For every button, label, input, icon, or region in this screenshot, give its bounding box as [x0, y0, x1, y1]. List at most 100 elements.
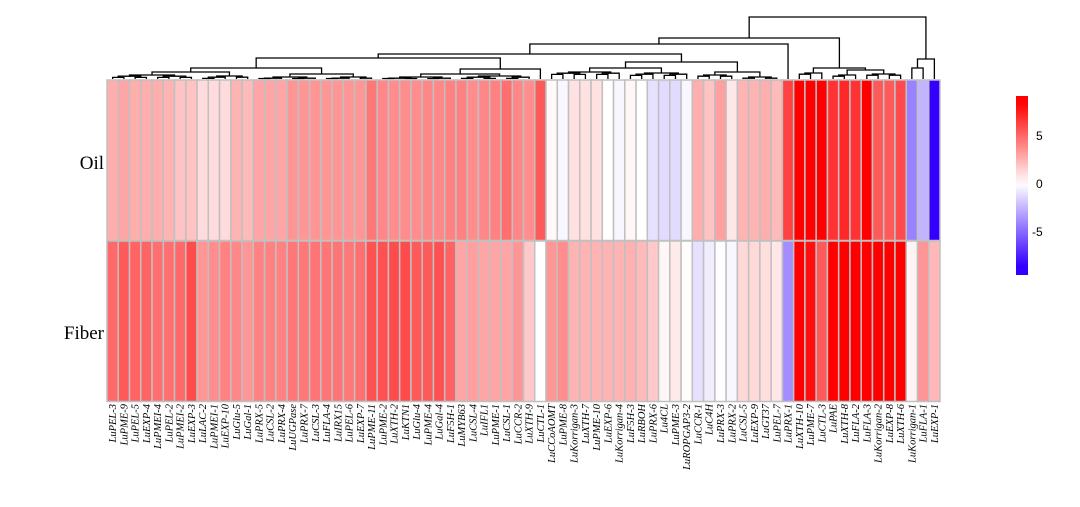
heatmap-cell-oil-LuXTH-7 [579, 79, 592, 242]
column-label: LuPME-8 [558, 403, 569, 446]
heatmap-cell-fiber-Lu4CL [657, 240, 671, 403]
heatmap-cell-oil-LuPRX-4 [275, 79, 288, 242]
dendrogram-branch [179, 76, 193, 79]
heatmap-cell-oil-LuC4H [702, 79, 716, 242]
color-legend: 5 0 -5 [1016, 96, 1043, 275]
heatmap-cell-fiber-LuCCoAOMT [545, 240, 559, 403]
heatmap-cell-fiber-LuPRX-1 [781, 240, 795, 403]
heatmap-cell-oil-LuKTN1 [398, 79, 412, 242]
column-label: LuPAE [829, 403, 840, 434]
heatmap-cell-fiber-LuPME-7 [804, 240, 817, 403]
heatmap-cell-fiber-LuCCR-2 [511, 240, 525, 403]
column-labels: LuPEL-3 LuPME-9 LuPEL-5 LuEXP-4 LuPMEI-4 LuPE… [108, 403, 941, 471]
legend-tick: -5 [1032, 225, 1043, 239]
heatmap-cell-oil-LuXTH-9 [522, 79, 536, 242]
heatmap-cell-fiber-LuPRX-6 [646, 240, 660, 403]
heatmap-cell-oil-LuKorrigan-1 [905, 79, 919, 242]
column-label: LuGT37 [761, 403, 772, 440]
dendrogram-branch [505, 77, 519, 80]
heatmap-cell-oil-LuCSL-1 [500, 79, 513, 242]
heatmap-cell-oil-LuKorrigan-4 [612, 79, 626, 242]
heatmap-cell-fiber-LuKTN1 [398, 240, 412, 403]
heatmap-cell-oil-LuCTL-3 [815, 79, 829, 242]
heatmap-cell-fiber-LuKorrigan-4 [612, 240, 626, 403]
column-label: LuPME-4 [423, 403, 434, 446]
heatmap-cell-oil-LuPRX-1 [781, 79, 795, 242]
heatmap-cell-oil-LuKorrigan-2 [871, 79, 885, 242]
heatmap-cell-fiber-LuXTH-2 [387, 240, 401, 403]
heatmap-cell-oil-LuCSL-3 [308, 79, 322, 242]
dendrogram-branch [111, 76, 125, 79]
row-label-oil: Oil [80, 153, 104, 174]
heatmap-cell-fiber-LuCSL-1 [500, 240, 513, 403]
heatmap-cell-fiber-LuPMEI-1 [207, 240, 221, 403]
dendrogram-branch [719, 75, 733, 79]
column-label: LuFLA-4 [322, 403, 333, 443]
heatmap-cell-fiber-LuPMEI-4 [151, 240, 165, 403]
heatmap-cell-fiber-LuLAC-2 [196, 240, 210, 403]
column-label: LuPME-9 [119, 403, 130, 446]
heatmap-cell-fiber-LuCSL-2 [263, 240, 277, 403]
dendrogram-branch [748, 16, 927, 59]
heatmap-cell-oil-LuIRX15 [331, 79, 345, 242]
heatmap-cell-fiber-LuPRX-3 [714, 240, 727, 403]
column-label: LuEXP-8 [885, 403, 896, 444]
dendrogram-branch [663, 74, 677, 79]
column-label: LuEXP-7 [356, 403, 367, 444]
column-label: LuXTH-10 [795, 403, 806, 450]
column-label: LuPME-10 [592, 403, 603, 451]
heatmap-cell-fiber-LuPRX-2 [725, 240, 739, 403]
heatmap-cell-oil-LuPMEI-2 [173, 79, 187, 242]
heatmap-cell-oil-LuPRX-2 [725, 79, 739, 242]
dendrogram-branch [134, 76, 148, 79]
heatmap-cell-oil-LuPRX-6 [646, 79, 660, 242]
dendrogram-branch [832, 75, 845, 79]
column-label: LuPRX-2 [727, 403, 738, 444]
heatmap-cell-fiber-LuEXP-9 [747, 240, 761, 403]
heatmap-cell-fiber-LuGal-4 [432, 240, 446, 403]
heatmap-cells [106, 79, 941, 403]
heatmap-cell-oil-LuGlu-4 [410, 79, 423, 242]
dendrogram-branch [764, 77, 778, 79]
heatmap-cell-oil-LuGal-4 [432, 79, 446, 242]
dendrogram-branch [624, 61, 739, 72]
heatmap-cell-fiber-LuPEL-6 [342, 240, 356, 403]
heatmap-cell-fiber-LuCSL-4 [466, 240, 480, 403]
column-label: LuFLA-1 [919, 404, 930, 444]
heatmap-cell-oil-LuCCR-2 [511, 79, 525, 242]
heatmap-cell-fiber-LuRBOH [635, 240, 649, 403]
heatmap-cell-oil-LuPMEI-4 [151, 79, 165, 242]
dendrogram-branch [888, 74, 902, 79]
column-label: LuPRX-5 [254, 404, 265, 444]
legend-tick: 5 [1036, 129, 1043, 143]
heatmap-cell-oil-LuEXP-4 [140, 79, 153, 242]
heatmap-cell-oil-LuPME-9 [117, 79, 131, 242]
heatmap-cell-fiber-LuEXP-6 [601, 240, 615, 403]
heatmap-cell-oil-LuPRX-5 [252, 79, 266, 242]
heatmap-cell-oil-LuEXP-10 [218, 79, 232, 242]
heatmap-cell-oil-LuPEL-7 [770, 79, 784, 242]
column-label: LuEXP-10 [221, 403, 232, 449]
dendrogram-branch [202, 77, 215, 80]
heatmap-cell-fiber-LuUGPase [286, 240, 300, 403]
dendrogram-branch [629, 74, 643, 79]
heatmap-cell-oil-LuPMEI-1 [207, 79, 221, 242]
heatmap-cell-oil-LuUGPase [286, 79, 300, 242]
heatmap-cell-oil-LuPME-4 [421, 79, 435, 242]
heatmap-cell-fiber-LuPME-3 [669, 240, 682, 403]
column-label: LuKorrigan-2 [874, 403, 885, 464]
heatmap-cell-fiber-LuPEL-7 [770, 240, 784, 403]
heatmap-cell-fiber-LuPEL-5 [128, 240, 142, 403]
column-label: LuCSL-2 [266, 403, 277, 443]
column-label: LuPEL-3 [108, 404, 119, 444]
dendrogram-branch [573, 73, 587, 79]
heatmap-cell-oil-LuEXP-7 [353, 79, 367, 242]
column-label: LuLAC-2 [198, 403, 209, 444]
heatmap-cell-oil-LuPME-11 [365, 79, 378, 242]
dendrogram-branch [838, 74, 857, 79]
heatmap-cell-fiber-LuPEL-3 [106, 240, 120, 403]
column-label: LuPMEI-2 [176, 403, 187, 450]
dendrogram-branch [596, 73, 609, 79]
column-label: LuROPGAP3-2 [682, 403, 693, 471]
